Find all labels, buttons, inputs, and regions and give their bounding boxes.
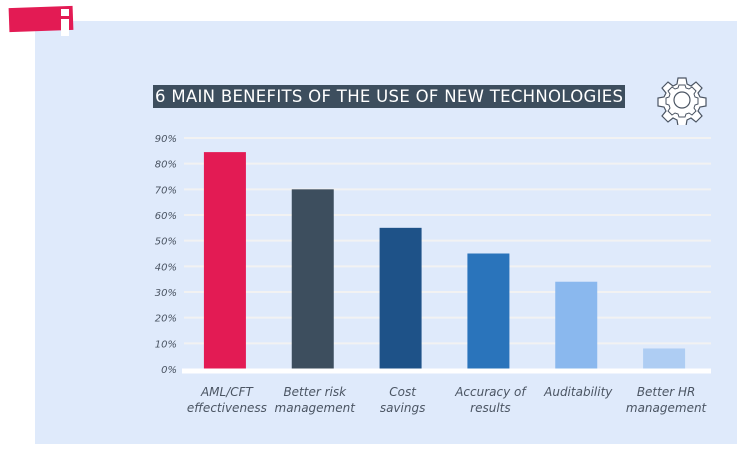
x-tick-label: management <box>275 401 357 415</box>
y-tick-label: 70% <box>155 185 177 196</box>
x-tick-label: Better risk <box>283 385 347 399</box>
y-tick-label: 60% <box>155 211 177 222</box>
bar <box>291 189 334 369</box>
y-tick-label: 50% <box>155 237 177 248</box>
x-tick-label: results <box>470 401 510 415</box>
bar <box>555 281 598 369</box>
x-tick-label: AML/CFT <box>200 385 255 399</box>
bar <box>379 227 422 369</box>
x-tick-label: savings <box>380 401 426 415</box>
bar <box>467 253 510 369</box>
x-tick-label: Accuracy of <box>454 385 527 399</box>
y-tick-label: 10% <box>155 339 177 350</box>
bar <box>203 152 246 369</box>
y-tick-label: 20% <box>155 314 177 325</box>
y-tick-label: 30% <box>155 288 177 299</box>
y-tick-label: 40% <box>155 262 177 273</box>
gear-icon <box>657 77 707 125</box>
info-icon <box>58 6 72 36</box>
x-tick-label: Cost <box>389 385 417 399</box>
bar <box>643 348 686 369</box>
x-tick-label: management <box>626 401 708 415</box>
y-tick-label: 90% <box>155 134 177 145</box>
y-tick-label: 80% <box>155 160 177 171</box>
chart-title: 6 MAIN BENEFITS OF THE USE OF NEW TECHNO… <box>153 85 626 108</box>
x-tick-label: effectiveness <box>187 401 267 415</box>
y-tick-label: 0% <box>161 365 177 376</box>
x-tick-label: Better HR <box>637 385 696 399</box>
x-tick-label: Auditability <box>543 385 613 399</box>
